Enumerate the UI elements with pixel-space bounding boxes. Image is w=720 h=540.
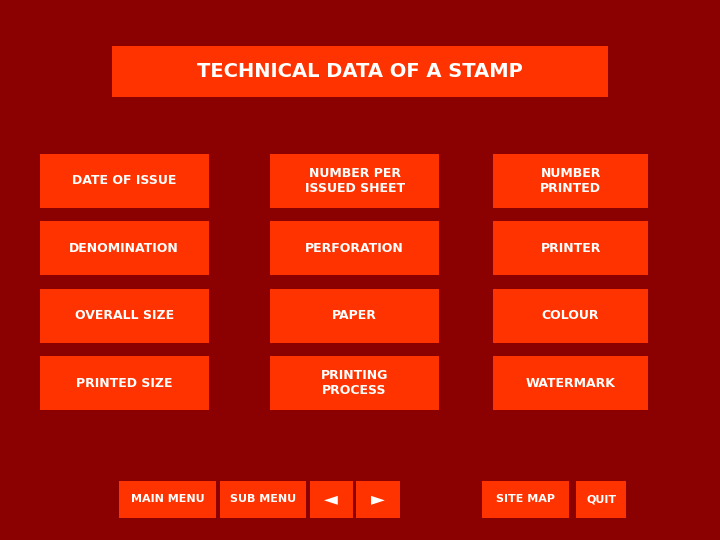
Text: ►: ► — [371, 490, 385, 509]
Text: PRINTED SIZE: PRINTED SIZE — [76, 377, 173, 390]
FancyBboxPatch shape — [270, 356, 439, 410]
FancyBboxPatch shape — [356, 481, 400, 518]
FancyBboxPatch shape — [112, 46, 608, 97]
FancyBboxPatch shape — [40, 356, 209, 410]
FancyBboxPatch shape — [270, 154, 439, 208]
FancyBboxPatch shape — [493, 221, 648, 275]
Text: COLOUR: COLOUR — [542, 309, 599, 322]
Text: SITE MAP: SITE MAP — [496, 495, 555, 504]
Text: PRINTER: PRINTER — [541, 242, 600, 255]
FancyBboxPatch shape — [40, 289, 209, 343]
Text: QUIT: QUIT — [586, 495, 616, 504]
FancyBboxPatch shape — [493, 154, 648, 208]
Text: ◄: ◄ — [324, 490, 338, 509]
FancyBboxPatch shape — [493, 289, 648, 343]
FancyBboxPatch shape — [270, 221, 439, 275]
Text: DATE OF ISSUE: DATE OF ISSUE — [72, 174, 176, 187]
FancyBboxPatch shape — [220, 481, 306, 518]
FancyBboxPatch shape — [40, 154, 209, 208]
Text: NUMBER PER
ISSUED SHEET: NUMBER PER ISSUED SHEET — [305, 167, 405, 195]
Text: NUMBER
PRINTED: NUMBER PRINTED — [540, 167, 601, 195]
Text: DENOMINATION: DENOMINATION — [69, 242, 179, 255]
FancyBboxPatch shape — [40, 221, 209, 275]
Text: WATERMARK: WATERMARK — [526, 377, 616, 390]
Text: PRINTING
PROCESS: PRINTING PROCESS — [321, 369, 388, 397]
FancyBboxPatch shape — [270, 289, 439, 343]
FancyBboxPatch shape — [482, 481, 569, 518]
Text: SUB MENU: SUB MENU — [230, 495, 296, 504]
FancyBboxPatch shape — [576, 481, 626, 518]
Text: PERFORATION: PERFORATION — [305, 242, 404, 255]
Text: OVERALL SIZE: OVERALL SIZE — [75, 309, 174, 322]
FancyBboxPatch shape — [310, 481, 353, 518]
Text: MAIN MENU: MAIN MENU — [130, 495, 204, 504]
Text: PAPER: PAPER — [332, 309, 377, 322]
FancyBboxPatch shape — [119, 481, 216, 518]
FancyBboxPatch shape — [493, 356, 648, 410]
Text: TECHNICAL DATA OF A STAMP: TECHNICAL DATA OF A STAMP — [197, 62, 523, 81]
